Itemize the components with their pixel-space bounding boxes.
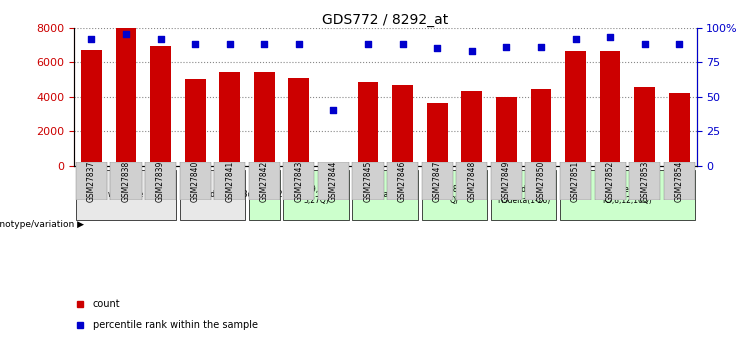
Bar — [462, 91, 482, 166]
Bar — [531, 89, 551, 166]
FancyBboxPatch shape — [491, 162, 522, 200]
Point — [120, 32, 132, 37]
Bar — [669, 93, 690, 166]
Text: GSM27845: GSM27845 — [364, 160, 373, 202]
Bar — [185, 79, 205, 166]
Point — [396, 41, 408, 47]
Bar — [81, 50, 102, 166]
Bar — [496, 97, 516, 166]
FancyBboxPatch shape — [664, 162, 695, 200]
FancyBboxPatch shape — [249, 170, 280, 220]
Text: GSM27837: GSM27837 — [87, 160, 96, 202]
Text: GSM27853: GSM27853 — [640, 160, 649, 202]
Point — [328, 108, 339, 113]
Text: GSM27849: GSM27849 — [502, 160, 511, 202]
Bar — [288, 78, 309, 166]
Text: rpd3 delete
H3delta(1-28): rpd3 delete H3delta(1-28) — [497, 185, 551, 205]
Text: GSM27838: GSM27838 — [122, 160, 130, 202]
Bar — [427, 104, 448, 166]
FancyBboxPatch shape — [179, 170, 245, 220]
Point — [500, 44, 512, 50]
Text: GSM27850: GSM27850 — [536, 160, 545, 202]
Point — [639, 41, 651, 47]
Text: H4delta(2-26): H4delta(2-26) — [359, 190, 412, 199]
Text: GSM27842: GSM27842 — [260, 160, 269, 202]
FancyBboxPatch shape — [560, 162, 591, 200]
Bar — [116, 28, 136, 166]
FancyBboxPatch shape — [283, 170, 349, 220]
Bar — [599, 51, 620, 166]
FancyBboxPatch shape — [525, 162, 556, 200]
Text: rpd3 delete: rpd3 delete — [190, 190, 235, 199]
FancyBboxPatch shape — [491, 170, 556, 220]
Text: H3(K4,9,14,18,2
3,27Q): H3(K4,9,14,18,2 3,27Q) — [285, 185, 347, 205]
FancyBboxPatch shape — [110, 162, 142, 200]
Text: GSM27846: GSM27846 — [398, 160, 407, 202]
Bar — [358, 82, 379, 166]
Point — [604, 34, 616, 40]
FancyBboxPatch shape — [456, 162, 488, 200]
Point — [674, 41, 685, 47]
Point — [362, 41, 374, 47]
Point — [431, 46, 443, 51]
Text: percentile rank within the sample: percentile rank within the sample — [93, 320, 258, 330]
Point — [535, 44, 547, 50]
FancyBboxPatch shape — [594, 162, 625, 200]
FancyBboxPatch shape — [422, 170, 488, 220]
FancyBboxPatch shape — [283, 162, 314, 200]
Text: GSM27851: GSM27851 — [571, 160, 580, 202]
Text: GSM27841: GSM27841 — [225, 160, 234, 202]
Text: GSM27852: GSM27852 — [605, 160, 614, 202]
Point — [293, 41, 305, 47]
Point — [259, 41, 270, 47]
FancyBboxPatch shape — [318, 162, 349, 200]
Bar — [392, 85, 413, 166]
FancyBboxPatch shape — [179, 162, 210, 200]
Title: GDS772 / 8292_at: GDS772 / 8292_at — [322, 12, 448, 27]
Text: wild type: wild type — [108, 190, 144, 199]
Text: H4(K5,8,12,16
Q): H4(K5,8,12,16 Q) — [428, 185, 482, 205]
FancyBboxPatch shape — [353, 170, 418, 220]
Point — [224, 41, 236, 47]
Text: GSM27847: GSM27847 — [433, 160, 442, 202]
Point — [85, 36, 97, 41]
Text: GSM27854: GSM27854 — [675, 160, 684, 202]
Text: GSM27848: GSM27848 — [468, 160, 476, 202]
FancyBboxPatch shape — [629, 162, 660, 200]
FancyBboxPatch shape — [387, 162, 418, 200]
FancyBboxPatch shape — [353, 162, 384, 200]
Text: GSM27839: GSM27839 — [156, 160, 165, 202]
FancyBboxPatch shape — [76, 170, 176, 220]
FancyBboxPatch shape — [560, 170, 695, 220]
Text: rpd3 delete H4
K5,8,12,16Q): rpd3 delete H4 K5,8,12,16Q) — [599, 185, 656, 205]
Point — [189, 41, 201, 47]
Point — [466, 48, 478, 54]
Bar — [634, 87, 655, 166]
FancyBboxPatch shape — [76, 162, 107, 200]
Point — [155, 36, 167, 41]
Bar — [150, 46, 171, 166]
Text: count: count — [93, 299, 120, 309]
Point — [570, 36, 582, 41]
Text: GSM27843: GSM27843 — [294, 160, 303, 202]
Bar — [254, 71, 275, 166]
FancyBboxPatch shape — [214, 162, 245, 200]
Bar — [219, 72, 240, 166]
Text: H3delta(1-28): H3delta(1-28) — [238, 190, 291, 199]
FancyBboxPatch shape — [145, 162, 176, 200]
Bar — [565, 51, 586, 166]
Text: genotype/variation ▶: genotype/variation ▶ — [0, 220, 84, 229]
FancyBboxPatch shape — [422, 162, 453, 200]
FancyBboxPatch shape — [249, 162, 280, 200]
Bar — [323, 164, 344, 166]
Text: GSM27844: GSM27844 — [329, 160, 338, 202]
Text: GSM27840: GSM27840 — [190, 160, 199, 202]
